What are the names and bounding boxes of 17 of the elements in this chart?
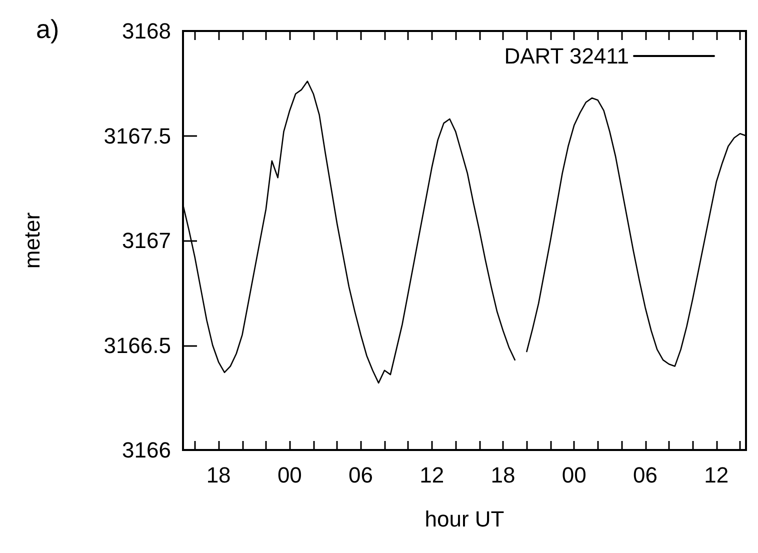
y-tick-label: 3167 [122,228,171,253]
x-tick-label: 12 [420,462,444,488]
y-tick-label: 3168 [122,18,171,44]
x-tick-label: 18 [490,462,516,488]
x-axis-title: hour UT [424,506,504,532]
x-tick-label: 00 [277,462,302,488]
x-tick-label: 18 [206,462,231,488]
legend-label: DART 32411 [504,44,629,68]
x-tick-label: 12 [704,462,729,488]
x-tick-label: 00 [562,462,586,488]
y-tick-label: 3166 [122,438,171,462]
y-tick-label: 3166.5 [104,332,171,358]
x-tick-label: 06 [348,462,374,488]
text: a) [36,14,60,44]
y-tick-label: 3167.5 [104,123,171,148]
y-axis-title: meter [20,212,44,269]
x-tick-label: 06 [633,462,658,488]
